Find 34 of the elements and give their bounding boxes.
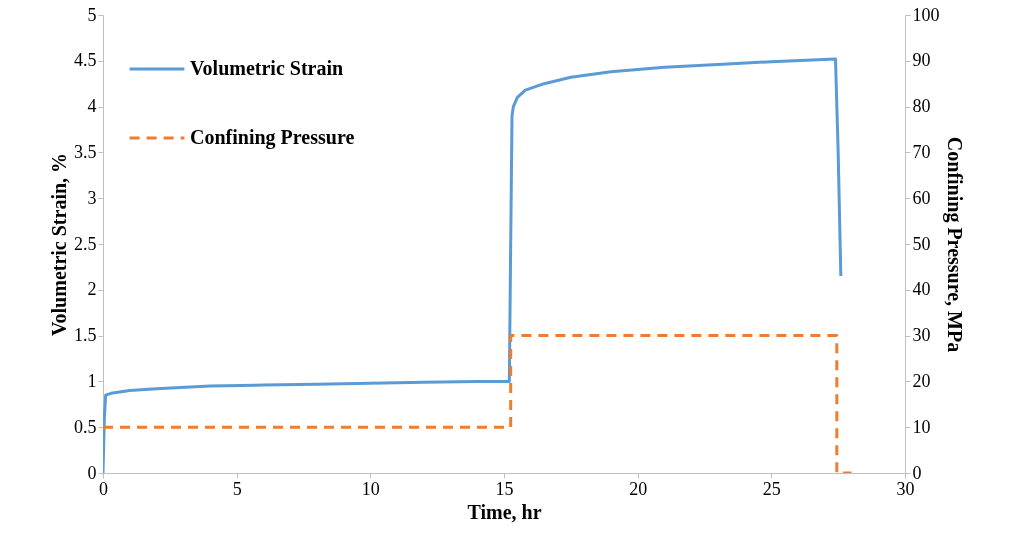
y2-tick-label: 30 [912,325,931,346]
x-tick-label: 30 [896,478,915,499]
y2-tick-label: 40 [912,279,931,300]
y-tick-label: 1 [87,370,97,391]
y-axis-title: Volumetric Strain, % [48,152,70,337]
y2-tick-label: 0 [912,462,922,483]
x-axis-title: Time, hr [467,500,542,523]
y2-tick-label: 80 [912,96,931,117]
y-tick-label: 2.5 [74,233,97,254]
x-tick-label: 25 [762,478,781,499]
y-tick-label: 5 [87,4,97,25]
legend-label: Volumetric Strain [190,57,344,79]
y-tick-label: 4.5 [74,50,97,71]
y-tick-label: 3 [87,187,97,208]
y-tick-label: 0 [87,462,97,483]
y2-axis-title: Confining Pressure, MPa [942,136,966,353]
y2-tick-label: 90 [912,50,931,71]
x-tick-label: 15 [495,478,514,499]
x-tick-label: 10 [361,478,380,499]
x-tick-label: 20 [629,478,648,499]
y-tick-label: 0.5 [74,416,97,437]
y2-tick-label: 60 [912,187,931,208]
x-tick-label: 5 [232,478,242,499]
y2-tick-label: 20 [912,370,931,391]
y2-tick-label: 70 [912,141,931,162]
y2-tick-label: 50 [912,233,931,254]
y-tick-label: 3.5 [74,141,97,162]
y-tick-label: 4 [87,96,97,117]
y-tick-label: 2 [87,279,97,300]
line-series [103,57,843,473]
y2-tick-label: 100 [912,4,940,25]
y-tick-label: 1.5 [74,325,97,346]
y2-tick-label: 10 [912,416,931,437]
legend-label: Confining Pressure [190,126,355,149]
